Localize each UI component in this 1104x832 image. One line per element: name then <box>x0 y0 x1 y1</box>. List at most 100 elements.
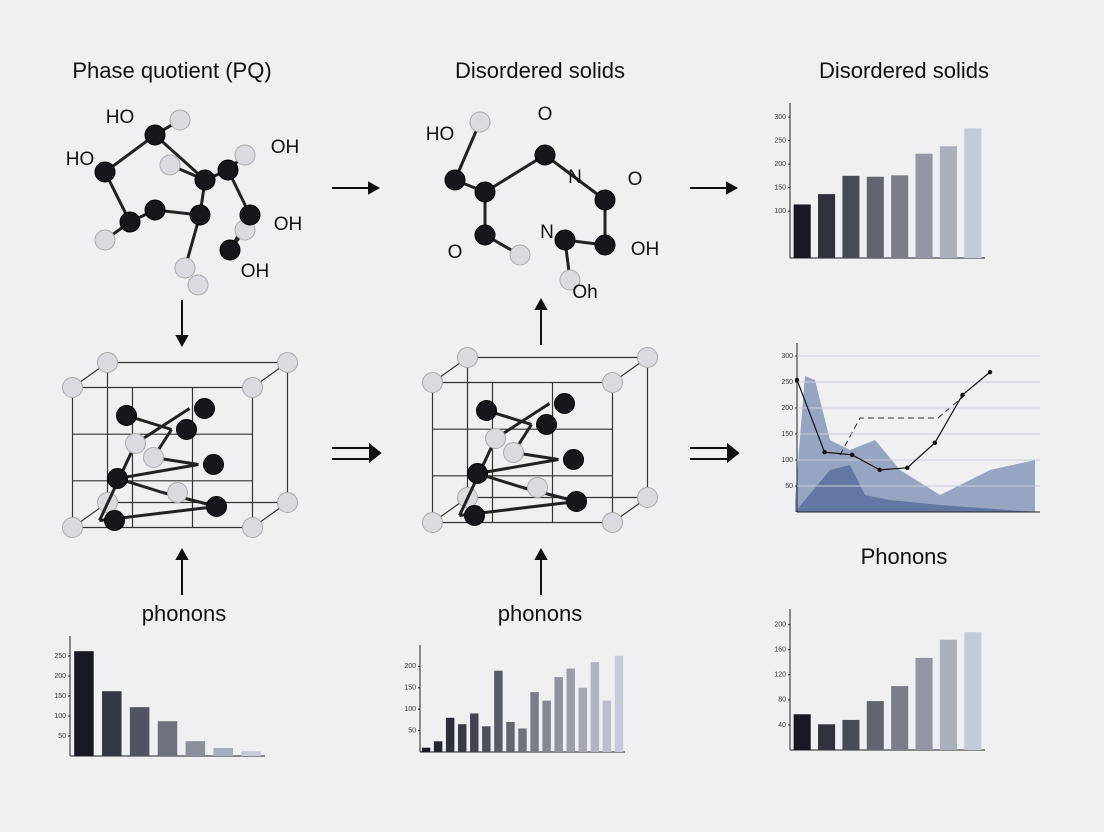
bar <box>915 153 933 258</box>
atom-label: HO <box>66 149 95 170</box>
bar <box>891 175 909 258</box>
atom-label: OH <box>631 239 660 260</box>
atom <box>457 347 478 368</box>
atom-label: OH <box>241 261 270 282</box>
atom-label: N <box>540 222 554 243</box>
y-tick-label: 150 <box>774 184 786 191</box>
atom <box>203 454 224 475</box>
atom <box>476 400 497 421</box>
bar <box>470 713 479 752</box>
point <box>794 377 800 383</box>
bar <box>482 726 491 752</box>
atom-label: O <box>538 104 553 125</box>
atom <box>206 496 227 517</box>
bar <box>602 700 612 752</box>
atom <box>94 161 116 183</box>
atom <box>143 447 164 468</box>
bar <box>842 175 860 258</box>
y-tick-label: 200 <box>774 161 786 168</box>
atom <box>554 393 575 414</box>
bond <box>544 153 606 202</box>
atom-label: O <box>448 242 463 263</box>
y-tick-label: 150 <box>404 685 416 692</box>
bar <box>445 717 455 752</box>
atom <box>242 517 263 538</box>
title: Phonons <box>861 544 948 569</box>
atom <box>474 181 496 203</box>
atom <box>637 487 658 508</box>
atom <box>187 274 209 296</box>
atom <box>234 144 256 166</box>
atom <box>217 159 239 181</box>
atom <box>422 512 443 533</box>
bar <box>939 639 957 750</box>
atom <box>219 239 241 261</box>
atom <box>116 405 137 426</box>
bar <box>964 128 982 258</box>
point <box>960 392 965 398</box>
atom <box>277 352 298 373</box>
atom <box>485 428 506 449</box>
y-tick-label: 300 <box>774 114 786 121</box>
atom <box>194 169 216 191</box>
bar <box>566 668 575 752</box>
atom <box>125 433 146 454</box>
atom <box>559 269 581 291</box>
bar <box>494 670 503 752</box>
bond <box>134 407 191 445</box>
atom <box>422 372 443 393</box>
line <box>796 371 991 471</box>
y-tick-label: 200 <box>404 663 416 670</box>
bar <box>421 747 431 752</box>
title: Disordered solids <box>819 58 989 83</box>
atom <box>469 111 491 133</box>
point <box>932 440 938 446</box>
bar <box>530 692 539 752</box>
bar <box>793 714 811 750</box>
bond <box>153 133 207 182</box>
bar <box>433 741 443 752</box>
bar <box>185 741 206 756</box>
bar <box>518 728 527 752</box>
atom <box>167 482 188 503</box>
atom-label: Oh <box>572 282 597 303</box>
atom-label: OH <box>274 214 303 235</box>
atom <box>104 510 125 531</box>
atom <box>467 463 488 484</box>
title: phonons <box>498 601 582 626</box>
bar <box>939 146 957 258</box>
y-tick-label: 300 <box>781 353 793 360</box>
atom <box>534 144 556 166</box>
atom-label: HO <box>426 124 455 145</box>
atom <box>107 468 128 489</box>
atom <box>174 257 196 279</box>
bond <box>494 402 551 440</box>
area-decor <box>795 376 1035 512</box>
point <box>849 452 855 457</box>
atom <box>563 449 584 470</box>
atom <box>144 199 166 221</box>
atom <box>62 377 83 398</box>
y-tick-label: 100 <box>774 208 786 215</box>
y-tick-label: 200 <box>774 622 786 629</box>
atom <box>159 154 181 176</box>
point <box>987 369 993 375</box>
bar <box>457 724 467 752</box>
atom <box>277 492 298 513</box>
atom <box>239 204 261 226</box>
atom <box>464 505 485 526</box>
bar <box>793 204 811 258</box>
bar <box>578 687 588 752</box>
point <box>822 450 827 455</box>
atom <box>536 414 557 435</box>
bar <box>614 655 624 752</box>
atom <box>503 442 524 463</box>
point <box>877 467 882 473</box>
bar <box>590 662 600 752</box>
y-tick-label: 200 <box>54 673 66 680</box>
bar <box>129 707 150 756</box>
y-tick-label: 50 <box>785 483 793 490</box>
atom <box>474 224 496 246</box>
atom <box>566 491 587 512</box>
atom <box>94 229 116 251</box>
